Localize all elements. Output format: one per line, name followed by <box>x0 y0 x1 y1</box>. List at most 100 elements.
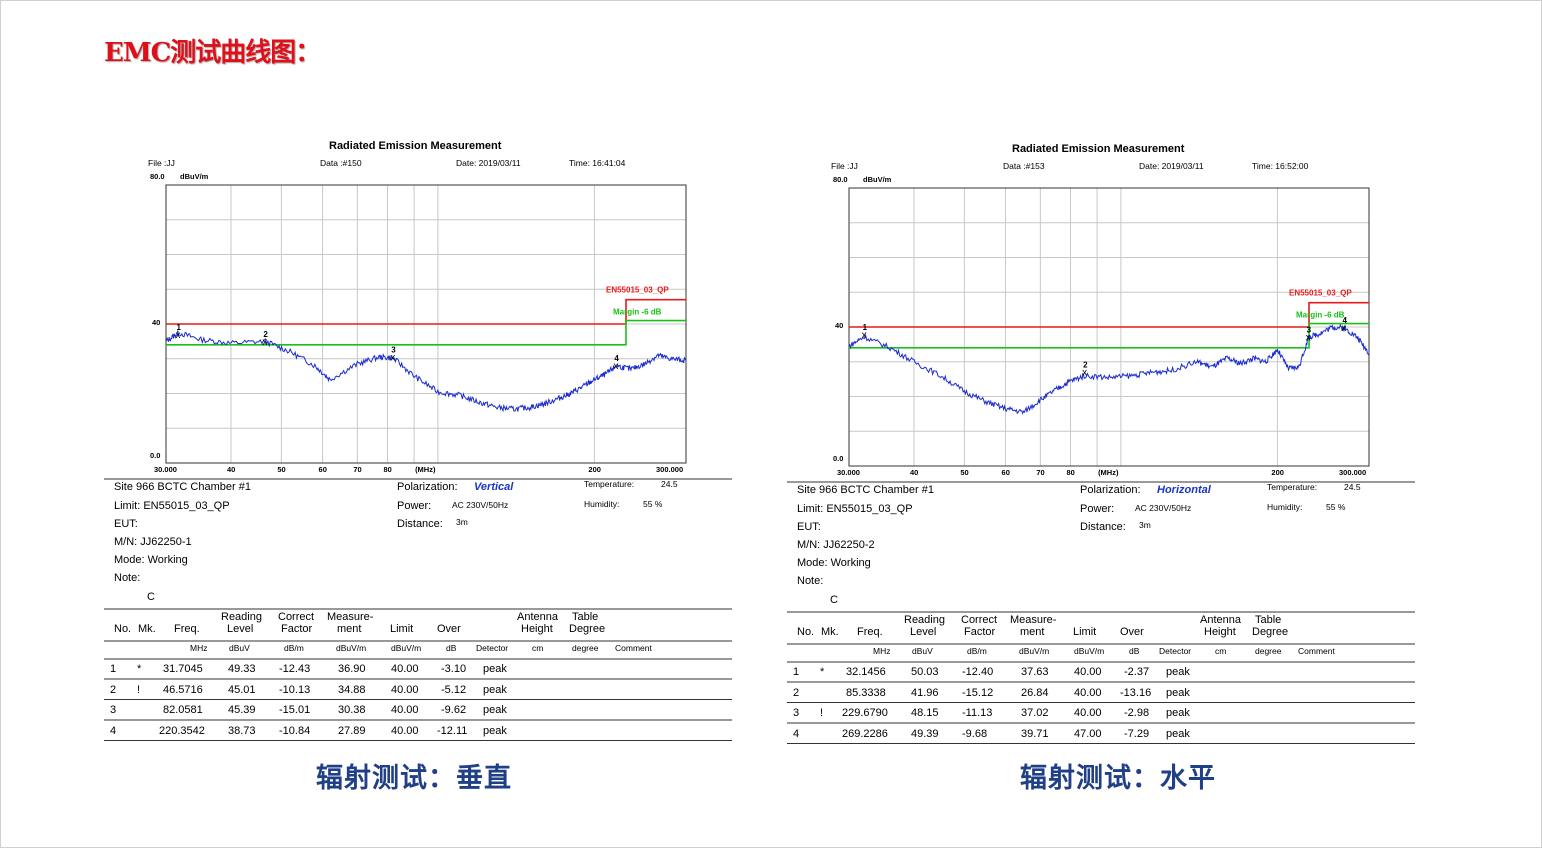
row-limit: 40.00 <box>391 704 419 716</box>
x-tick-label: 60 <box>1001 468 1010 477</box>
mode-label: Mode: Working <box>114 554 188 566</box>
row-mk: * <box>137 663 142 675</box>
peak-marker-4: x <box>613 361 618 372</box>
mode-label: Mode: Working <box>797 557 871 569</box>
col-no: No. <box>114 623 132 635</box>
col-no: No. <box>797 626 815 638</box>
chart-panel-vertical: Radiated Emission Measurement File :JJ Dat… <box>104 135 744 755</box>
x-tick-label: (MHz) <box>415 465 436 474</box>
row-reading: 45.01 <box>228 683 256 696</box>
row-correct: -10.13 <box>279 683 311 696</box>
row-freq: 46.5716 <box>163 683 203 696</box>
chart-title: Radiated Emission Measurement <box>1012 143 1185 155</box>
row-limit: 40.00 <box>391 683 419 696</box>
unit-comment: Comment <box>1298 646 1335 656</box>
data-number: Data :#153 <box>1003 161 1045 171</box>
peak-marker-3: x <box>1306 332 1311 343</box>
temperature-value: 24.5 <box>661 479 678 489</box>
row-detector: peak <box>1166 686 1190 699</box>
peak-marker-2: x <box>1082 368 1087 379</box>
row-mk: * <box>820 666 825 678</box>
col-reading: Level <box>227 623 254 635</box>
col-correct: Correct <box>278 611 315 623</box>
row-reading: 48.15 <box>911 707 939 719</box>
peak-marker-label: 1 <box>863 323 868 332</box>
col-measure: ment <box>337 623 362 635</box>
row-freq: 220.3542 <box>159 724 205 737</box>
margin-line-label: Margin -6 dB <box>1296 311 1345 320</box>
polarization-label: Polarization: <box>397 481 458 493</box>
distance-label: Distance: <box>397 518 443 530</box>
power-label: Power: <box>1080 503 1115 515</box>
distance-value: 3m <box>1139 520 1151 530</box>
row-measure: 34.88 <box>338 683 366 696</box>
power-label: Power: <box>397 500 432 512</box>
row-freq: 32.1456 <box>846 666 886 678</box>
site-label: Site 966 BCTC Chamber #1 <box>797 484 934 496</box>
caption-horizontal: 辐射测试：水平 <box>1020 763 1216 794</box>
row-over: -3.10 <box>441 663 467 675</box>
data-number: Data :#150 <box>320 158 362 168</box>
peak-marker-3: x <box>390 352 395 363</box>
row-no: 3 <box>793 707 800 719</box>
row-no: 2 <box>793 686 800 699</box>
temperature-label: Temperature: <box>584 479 635 489</box>
x-tick-label: 40 <box>909 468 919 477</box>
row-reading: 41.96 <box>911 686 939 699</box>
peak-marker-label: 4 <box>614 354 619 363</box>
file-label: File :JJ <box>831 161 858 171</box>
polarization-value: Vertical <box>474 481 514 493</box>
col-reading: Level <box>910 626 937 638</box>
row-limit: 40.00 <box>1074 666 1102 678</box>
row-measure: 37.02 <box>1021 707 1049 719</box>
row-measure: 27.89 <box>338 724 366 737</box>
unit-antenna: cm <box>532 643 544 653</box>
row-measure: 36.90 <box>338 663 366 675</box>
unit-measure: dBuV/m <box>336 643 367 653</box>
limit-line-label: EN55015_03_QP <box>606 286 669 295</box>
row-mk: ! <box>820 707 824 719</box>
col-antenna: Height <box>1204 626 1236 638</box>
unit-correct: dB/m <box>967 646 987 656</box>
row-no: 1 <box>793 666 800 678</box>
y-max-label: 80.0 <box>150 172 165 181</box>
time-label: Time: 16:52:00 <box>1252 161 1309 171</box>
row-over: -9.62 <box>441 704 467 716</box>
col-antenna: Height <box>521 623 553 635</box>
row-no: 4 <box>793 727 800 740</box>
caption-vertical: 辐射测试：垂直 <box>316 763 512 794</box>
power-value: AC 230V/50Hz <box>452 500 509 510</box>
temperature-value: 24.5 <box>1344 482 1361 492</box>
row-over: -12.11 <box>437 724 468 737</box>
y-max-label: 80.0 <box>833 175 848 184</box>
site-label: Site 966 BCTC Chamber #1 <box>114 481 251 493</box>
col-freq: Freq. <box>857 626 883 638</box>
peak-marker-label: 1 <box>176 323 181 332</box>
peak-marker-label: 4 <box>1343 316 1348 325</box>
row-freq: 229.6790 <box>842 707 888 719</box>
time-label: Time: 16:41:04 <box>569 158 626 168</box>
peak-marker-label: 2 <box>1083 361 1088 370</box>
distance-value: 3m <box>456 517 468 527</box>
row-reading: 50.03 <box>911 666 939 678</box>
unit-detector: Detector <box>1159 646 1192 656</box>
col-table: Degree <box>1252 626 1289 638</box>
col-limit: Limit <box>390 623 414 635</box>
mn-label: M/N: JJ62250-2 <box>797 539 875 551</box>
humidity-value: 55 % <box>1326 502 1346 512</box>
polarization-label: Polarization: <box>1080 484 1141 496</box>
peak-marker-1: x <box>862 330 867 341</box>
unit-table: degree <box>1255 646 1282 656</box>
unit-over: dB <box>446 643 457 653</box>
col-antenna: Antenna <box>1200 614 1241 626</box>
row-correct: -12.40 <box>962 666 994 678</box>
y-unit-label: dBuV/m <box>180 172 209 181</box>
peak-marker-label: 2 <box>263 330 268 339</box>
unit-freq: MHz <box>873 646 891 656</box>
x-tick-label: 50 <box>960 468 969 477</box>
row-detector: peak <box>1166 727 1190 740</box>
date-label: Date: 2019/03/11 <box>1139 161 1204 171</box>
unit-freq: MHz <box>190 643 208 653</box>
